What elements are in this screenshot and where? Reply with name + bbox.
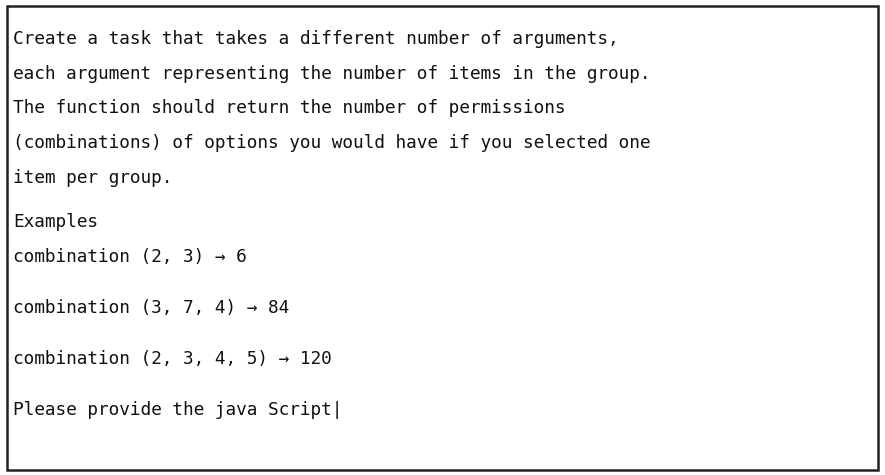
Text: The function should return the number of permissions: The function should return the number of…: [13, 99, 566, 117]
Text: Examples: Examples: [13, 213, 98, 231]
Text: item per group.: item per group.: [13, 169, 173, 187]
Text: Create a task that takes a different number of arguments,: Create a task that takes a different num…: [13, 30, 619, 48]
Text: Please provide the java Script|: Please provide the java Script|: [13, 401, 342, 419]
Text: combination (2, 3, 4, 5) → 120: combination (2, 3, 4, 5) → 120: [13, 350, 332, 368]
Text: each argument representing the number of items in the group.: each argument representing the number of…: [13, 65, 650, 83]
Text: (combinations) of options you would have if you selected one: (combinations) of options you would have…: [13, 134, 650, 152]
Text: combination (3, 7, 4) → 84: combination (3, 7, 4) → 84: [13, 299, 289, 317]
Text: combination (2, 3) → 6: combination (2, 3) → 6: [13, 247, 247, 266]
